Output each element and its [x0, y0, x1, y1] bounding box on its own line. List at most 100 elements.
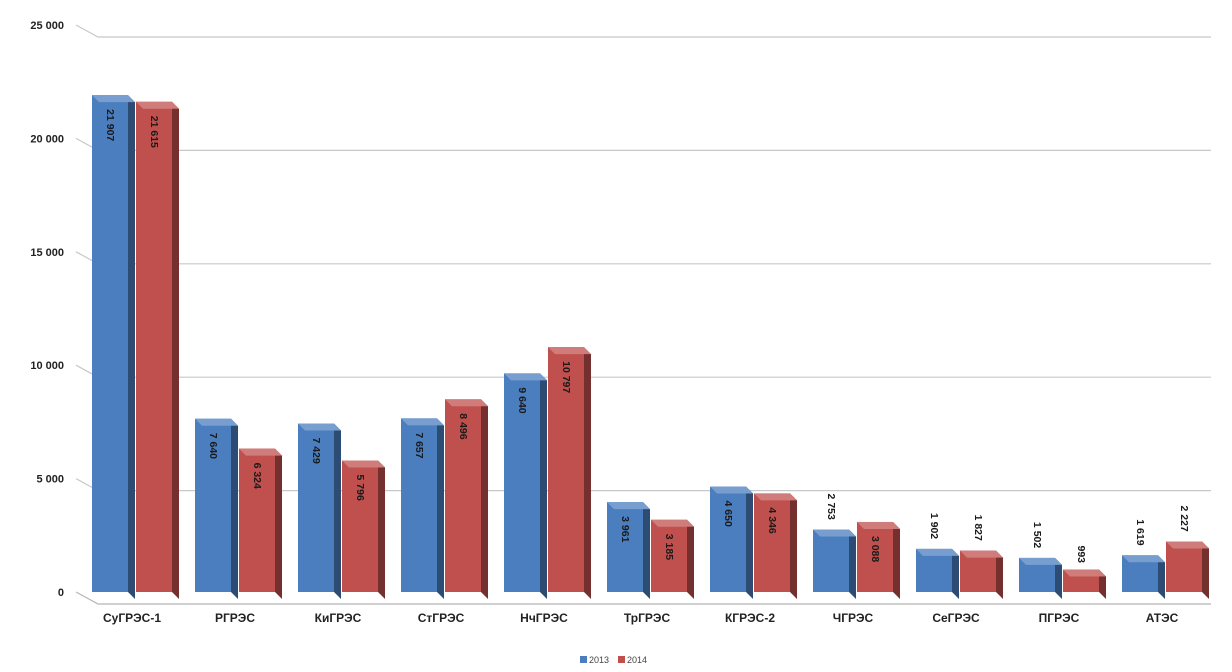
bar-top	[960, 550, 1003, 558]
y-tick-label: 20 000	[30, 133, 64, 145]
data-label: 1 502	[1031, 522, 1043, 548]
bar-2014	[548, 347, 591, 599]
bar-side	[746, 486, 753, 599]
bar-side	[481, 399, 488, 599]
x-category-label: АТЭС	[1146, 611, 1179, 625]
bar-top	[401, 418, 444, 426]
bar-side	[275, 448, 282, 599]
bar-front	[548, 347, 584, 592]
bar-2014	[651, 519, 694, 599]
x-category-label: КиГРЭС	[315, 611, 362, 625]
data-label: 2 753	[825, 494, 837, 520]
data-label: 993	[1075, 545, 1087, 563]
data-label: 7 429	[310, 438, 322, 464]
bar-2013	[916, 548, 959, 599]
bar-side	[231, 418, 238, 599]
bar-front	[342, 460, 378, 592]
bar-2013	[710, 486, 753, 599]
data-label: 2 227	[1178, 505, 1190, 531]
y-tick-label: 5 000	[36, 474, 64, 486]
bar-front	[298, 423, 334, 592]
bar-2013	[813, 529, 856, 599]
data-label: 4 650	[722, 501, 734, 527]
y-tick-label: 10 000	[30, 360, 64, 372]
y-tick-label: 0	[58, 587, 64, 599]
x-category-label: СеГРЭС	[932, 611, 980, 625]
x-category-label: ЧГРЭС	[833, 611, 874, 625]
data-label: 8 496	[457, 413, 469, 439]
bar-side	[540, 373, 547, 599]
gridline	[75, 591, 1211, 605]
bar-top	[504, 373, 547, 381]
bar-side	[687, 519, 694, 599]
bar-front	[195, 418, 231, 592]
bar-side	[790, 493, 797, 599]
legend-label: 2014	[627, 655, 647, 665]
data-label: 10 797	[560, 361, 572, 393]
bar-side	[893, 521, 900, 599]
y-tick-label: 15 000	[30, 247, 64, 259]
data-label: 5 796	[354, 475, 366, 501]
data-label: 3 185	[663, 534, 675, 560]
bar-top	[1063, 569, 1106, 577]
bar-2013	[607, 502, 650, 599]
bar-side	[1202, 541, 1209, 599]
bar-top	[342, 460, 385, 468]
bar-2014	[857, 521, 900, 599]
bar-top	[1019, 557, 1062, 565]
bar-top	[813, 529, 856, 537]
bar-top	[857, 521, 900, 529]
bar-2013	[504, 373, 547, 599]
legend-swatch	[618, 656, 625, 663]
bar-top	[195, 418, 238, 426]
bar-2014	[342, 460, 385, 599]
data-labels: 21 907 21 615 7 640 6 324 7 429 5 796 7 657 8 4…	[104, 109, 1190, 563]
bar-2014	[239, 448, 282, 599]
bar-2014	[136, 101, 179, 600]
bar-top	[710, 486, 753, 494]
bar-2014	[1166, 541, 1209, 599]
legend-label: 2013	[589, 655, 609, 665]
bar-side	[849, 529, 856, 599]
bar-2014	[445, 399, 488, 599]
data-label: 4 346	[766, 507, 778, 533]
legend: 2013 2014	[580, 655, 647, 665]
x-category-label: ТрГРЭС	[624, 611, 671, 625]
bar-2013	[92, 95, 135, 600]
data-label: 1 827	[972, 515, 984, 541]
bar-2014	[754, 493, 797, 599]
data-label: 1 902	[928, 513, 940, 539]
bar-side	[643, 502, 650, 599]
bar-top	[1166, 541, 1209, 549]
bar-2013	[195, 418, 238, 599]
bar-2014	[1063, 569, 1106, 599]
bar-2014	[960, 550, 1003, 599]
bar-top	[92, 95, 135, 103]
bar-front	[92, 95, 128, 593]
bar-side	[334, 423, 341, 599]
bar-front	[504, 373, 540, 592]
x-category-label: ПГРЭС	[1039, 611, 1080, 625]
bar-2013	[1019, 557, 1062, 599]
bar-front	[754, 493, 790, 592]
x-category-label: НчГРЭС	[520, 611, 568, 625]
data-label: 1 619	[1134, 519, 1146, 545]
bar-2013	[298, 423, 341, 599]
bar-front	[401, 418, 437, 592]
bar-side	[996, 550, 1003, 599]
bar-top	[548, 347, 591, 355]
bar-front	[710, 486, 746, 592]
bar-side	[952, 548, 959, 599]
data-label: 21 615	[148, 116, 160, 148]
bar-top	[136, 101, 179, 109]
x-category-label: РГРЭС	[215, 611, 255, 625]
bar-top	[298, 423, 341, 431]
bar-front	[445, 399, 481, 592]
bar-top	[239, 448, 282, 456]
data-label: 3 088	[869, 536, 881, 562]
legend-swatch	[580, 656, 587, 663]
bar-front	[857, 521, 893, 592]
y-tick-label: 25 000	[30, 20, 64, 32]
gridline	[75, 137, 1211, 151]
data-label: 9 640	[516, 387, 528, 413]
